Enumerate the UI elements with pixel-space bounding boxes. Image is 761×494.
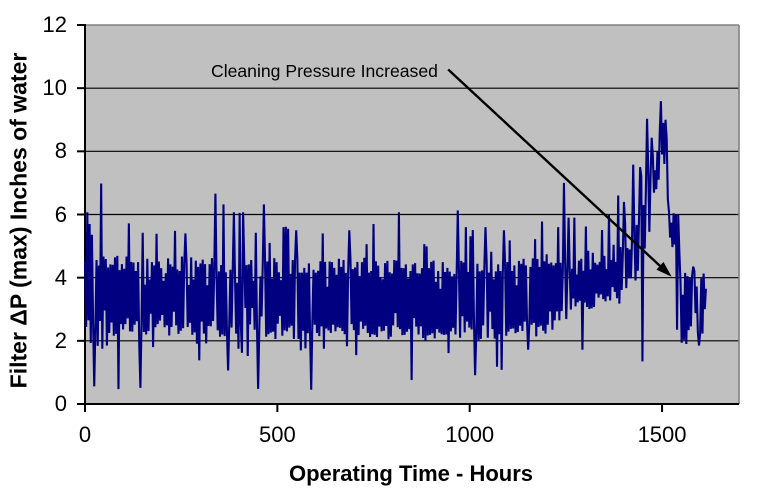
annotation-arrow-head [656, 262, 672, 277]
y-tick-label: 6 [54, 201, 67, 227]
x-tick-label: 1500 [637, 421, 687, 447]
y-tick-label: 0 [54, 391, 67, 416]
x-tick-label: 500 [258, 421, 296, 447]
x-tick-label: 1000 [445, 421, 495, 447]
y-tick-label: 4 [54, 264, 67, 290]
annotation-text: Cleaning Pressure Increased [211, 60, 438, 81]
y-tick-label: 2 [54, 327, 67, 353]
y-tick-label: 10 [42, 75, 67, 101]
x-axis-title: Operating Time - Hours [288, 460, 534, 486]
annotation-arrow-line [447, 68, 661, 267]
y-tick-label: 12 [42, 12, 67, 37]
data-series-line [83, 101, 707, 390]
y-tick-label: 8 [54, 138, 67, 164]
x-tick-label: 0 [78, 421, 92, 447]
